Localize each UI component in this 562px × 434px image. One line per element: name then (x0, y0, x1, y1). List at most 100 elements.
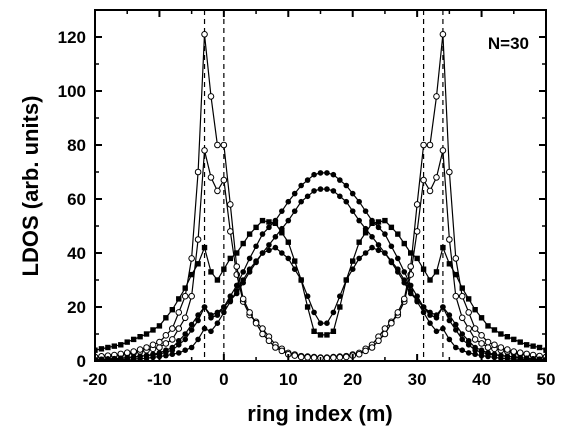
series-point (426, 187, 434, 195)
series-point (176, 296, 182, 302)
axis-ticks (94, 9, 547, 362)
series-point (137, 334, 143, 340)
series-point (291, 266, 298, 273)
series-point (181, 314, 189, 322)
series-point (221, 266, 227, 272)
series-point (169, 325, 176, 332)
series-point (259, 217, 266, 224)
series-point (504, 346, 511, 353)
series-point (150, 354, 156, 361)
series-point (388, 258, 395, 264)
series-point (304, 293, 311, 300)
series-point (324, 320, 330, 327)
series-point (95, 347, 98, 353)
series-point (375, 219, 382, 225)
series-point (465, 350, 472, 356)
series-point (440, 244, 446, 251)
y-tick-label: 40 (67, 244, 86, 263)
x-tick-label: 40 (472, 370, 491, 389)
series-point (369, 244, 375, 251)
series-point (105, 344, 111, 351)
series-point (465, 309, 472, 316)
series-point (246, 255, 253, 262)
series-point (504, 355, 511, 361)
series-point (420, 304, 427, 310)
series-point (272, 217, 279, 224)
series-point (194, 236, 202, 243)
series-point (356, 217, 362, 224)
series-point (297, 353, 305, 361)
series-point (175, 350, 182, 356)
series-point (156, 344, 163, 351)
series-line (95, 150, 546, 359)
series-point (523, 342, 530, 348)
series-point (311, 328, 317, 334)
series-point (446, 261, 453, 267)
series-point (175, 337, 182, 344)
y-tick-label: 0 (77, 352, 86, 371)
series-point (239, 295, 247, 303)
series-point (317, 186, 324, 192)
series-point (169, 336, 176, 343)
series-point (117, 356, 124, 361)
series-point (298, 198, 304, 205)
series-point (472, 351, 478, 358)
x-axis-title: ring index (m) (247, 401, 392, 426)
series-point (246, 231, 253, 237)
series-point (233, 263, 241, 270)
series-point (388, 319, 395, 327)
series-point (375, 337, 382, 345)
series-point (369, 217, 375, 224)
series-point (427, 277, 433, 283)
series-point (362, 225, 369, 232)
series-point (472, 347, 478, 354)
series-point (427, 320, 433, 327)
series-point (253, 243, 259, 250)
series-point (130, 336, 137, 343)
series-point (304, 354, 311, 361)
series-point (201, 244, 208, 251)
series-point (439, 31, 447, 38)
series-point (272, 344, 279, 351)
series-point (162, 332, 170, 339)
series-point (337, 293, 343, 300)
series-point (407, 263, 415, 270)
series-point (484, 338, 492, 346)
series-point (330, 328, 337, 334)
series-point (285, 239, 291, 245)
series-point (285, 217, 292, 224)
series-point (355, 350, 363, 358)
series-point (150, 327, 156, 333)
series-point (517, 339, 523, 345)
series-point (324, 170, 330, 176)
series-point (188, 321, 195, 328)
series-point (266, 247, 272, 254)
series-point (311, 188, 317, 194)
series-point (118, 342, 124, 348)
series-point (471, 336, 479, 343)
series-point (169, 351, 176, 358)
series-point (459, 285, 465, 291)
series-2 (95, 31, 546, 361)
series-point (337, 304, 343, 310)
series-point (214, 320, 221, 327)
series-point (182, 336, 188, 343)
series-point (401, 269, 408, 275)
series-point (382, 231, 388, 237)
series-point (194, 168, 202, 176)
series-point (162, 340, 170, 347)
series-point (195, 317, 201, 324)
series-point (382, 217, 388, 224)
series-point (369, 234, 375, 240)
series-point (498, 355, 504, 361)
series-point (298, 277, 304, 283)
series-point (311, 171, 317, 178)
series-point (465, 337, 472, 344)
series-point (440, 325, 446, 332)
series-point (214, 312, 221, 318)
series-point (175, 309, 183, 316)
series-point (413, 201, 421, 208)
series-point (240, 269, 246, 275)
series-point (136, 346, 144, 353)
